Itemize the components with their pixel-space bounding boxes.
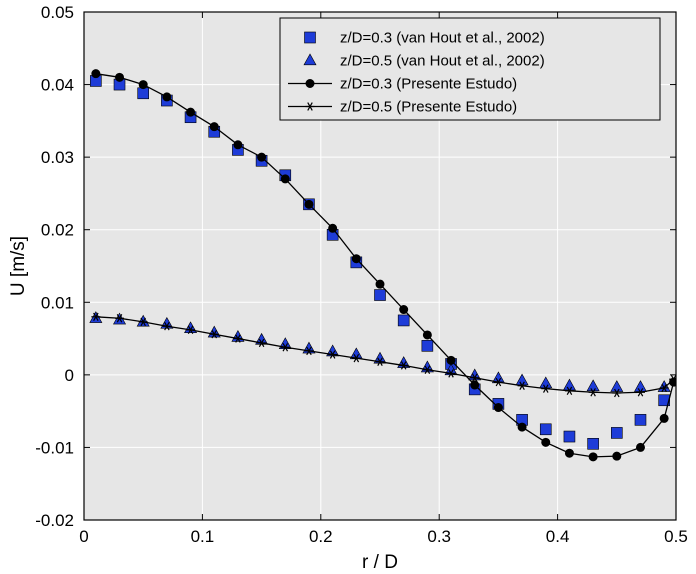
marker-square [398, 315, 409, 326]
legend-label: z/D=0.5 (Presente Estudo) [340, 99, 517, 116]
marker-circle [92, 70, 100, 78]
marker-circle [613, 452, 621, 460]
marker-circle [471, 381, 479, 389]
marker-circle [636, 443, 644, 451]
marker-circle [542, 438, 550, 446]
xtick-label: 0.2 [309, 527, 333, 546]
marker-circle [163, 93, 171, 101]
marker-circle [187, 108, 195, 116]
marker-square [540, 424, 551, 435]
legend-label: z/D=0.5 (van Hout et al., 2002) [340, 53, 545, 70]
marker-square [375, 290, 386, 301]
marker-square [564, 431, 575, 442]
ytick-label: -0.01 [35, 438, 74, 457]
marker-circle [376, 280, 384, 288]
ytick-label: -0.02 [35, 511, 74, 530]
xtick-label: 0.1 [191, 527, 215, 546]
marker-circle [565, 449, 573, 457]
marker-square [635, 414, 646, 425]
marker-circle [305, 200, 313, 208]
legend-label: z/D=0.3 (Presente Estudo) [340, 76, 517, 93]
ytick-label: 0.05 [41, 3, 74, 22]
marker-circle [352, 255, 360, 263]
marker-square [305, 32, 316, 43]
ytick-label: 0.03 [41, 148, 74, 167]
marker-circle [210, 123, 218, 131]
marker-circle [258, 153, 266, 161]
marker-circle [660, 414, 668, 422]
marker-circle [234, 141, 242, 149]
marker-circle [518, 423, 526, 431]
chart-container: 0 0.1 0.2 0.3 0.4 0.5 -0.02 -0.01 0 0.01 0.02 0.03 0… [0, 0, 696, 574]
marker-square [422, 340, 433, 351]
chart-svg: 0 0.1 0.2 0.3 0.4 0.5 -0.02 -0.01 0 0.01 0.02 0.03 0… [0, 0, 696, 574]
marker-circle [116, 73, 124, 81]
marker-square [138, 88, 149, 99]
marker-circle [423, 331, 431, 339]
marker-circle [306, 80, 314, 88]
xtick-label: 0.3 [427, 527, 451, 546]
marker-circle [400, 306, 408, 314]
marker-circle [589, 453, 597, 461]
legend: z/D=0.3 (van Hout et al., 2002) z/D=0.5 (… [280, 18, 660, 120]
marker-circle [494, 404, 502, 412]
marker-circle [447, 356, 455, 364]
ytick-label: 0 [65, 366, 74, 385]
legend-label: z/D=0.3 (van Hout et al., 2002) [340, 30, 545, 47]
marker-square [588, 438, 599, 449]
xtick-label: 0.5 [664, 527, 688, 546]
ytick-label: 0.02 [41, 221, 74, 240]
x-axis-label: r / D [362, 552, 398, 573]
xtick-label: 0 [79, 527, 88, 546]
marker-square [611, 427, 622, 438]
marker-circle [329, 224, 337, 232]
ytick-label: 0.04 [41, 76, 74, 95]
xtick-label: 0.4 [546, 527, 570, 546]
y-axis-label: U [m/s] [8, 236, 29, 296]
ytick-label: 0.01 [41, 293, 74, 312]
marker-circle [139, 81, 147, 89]
marker-circle [281, 175, 289, 183]
